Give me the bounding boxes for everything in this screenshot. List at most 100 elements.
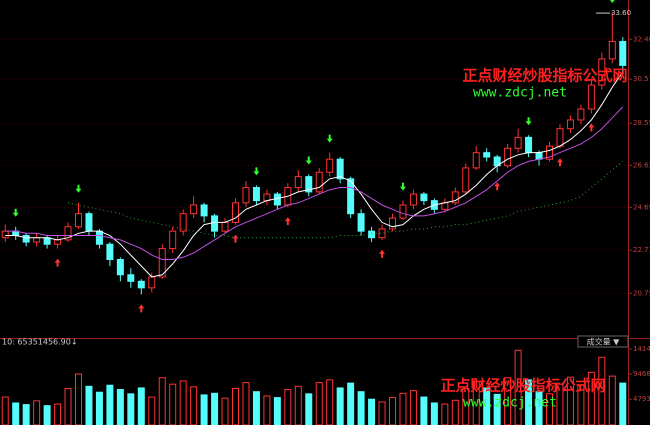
y-tick-label: 14144 — [633, 345, 650, 353]
candle-body — [158, 248, 166, 278]
candle-body — [451, 191, 459, 204]
volume-bar — [1, 396, 9, 425]
volume-bar — [535, 391, 543, 425]
volume-bar — [315, 382, 323, 425]
candle-body — [389, 217, 396, 230]
volume-bar — [43, 405, 51, 425]
volume-bar — [409, 390, 417, 425]
candle-body — [619, 40, 627, 66]
candle-body — [54, 239, 62, 245]
candle-body — [556, 128, 564, 147]
volume-bar — [556, 383, 564, 425]
volume-bar — [75, 373, 82, 425]
candle-body — [420, 193, 428, 202]
volume-bar — [158, 377, 166, 425]
volume-bar — [263, 395, 271, 425]
candle-body — [179, 213, 187, 232]
volume-bar — [221, 397, 229, 425]
candle-body — [263, 193, 271, 202]
volume-bar — [137, 387, 145, 425]
y-tick-label: 26.62 — [633, 161, 650, 169]
candle-body — [1, 230, 9, 239]
candle-body — [169, 230, 177, 250]
candle-body — [75, 213, 82, 228]
volume-bar — [64, 387, 72, 425]
y-tick-label: 4793 — [633, 395, 650, 403]
y-tick-label: 22.73 — [633, 246, 650, 254]
sell-signal — [305, 156, 312, 165]
y-tick-label: 24.69 — [633, 203, 650, 211]
buy-signal — [494, 182, 501, 191]
volume-bar — [525, 379, 533, 425]
buy-signal — [588, 123, 595, 132]
candle-body — [211, 215, 219, 232]
candle-body — [399, 204, 407, 219]
candle-body — [326, 158, 334, 173]
volume-bar — [493, 393, 501, 425]
volume-button[interactable] — [577, 335, 629, 348]
volume-bar — [232, 387, 239, 425]
volume-bar — [54, 403, 62, 425]
candle-body — [116, 258, 124, 276]
volume-bar — [169, 383, 177, 425]
volume-bar — [441, 403, 449, 425]
volume-bar — [12, 402, 20, 425]
volume-bar — [598, 356, 606, 425]
y-tick-label: 32.40 — [633, 35, 650, 43]
candle-body — [368, 230, 376, 239]
volume-bar — [252, 391, 260, 425]
y-tick-label: 28.55 — [633, 119, 650, 127]
volume-bar — [326, 379, 334, 425]
volume-bar — [336, 387, 344, 425]
volume-bar — [242, 382, 250, 425]
candle-body — [546, 145, 553, 160]
candle-body — [22, 235, 30, 243]
candle-body — [106, 243, 114, 260]
volume-bar — [273, 397, 281, 425]
candle-body — [137, 280, 145, 289]
watermark-url: www.zdcj.net — [463, 396, 557, 411]
buy-signal — [379, 249, 386, 258]
volume-bar — [378, 401, 386, 425]
candle-body — [378, 228, 386, 239]
y-tick-label: 20.75 — [633, 289, 650, 297]
volume-bar — [451, 399, 459, 425]
volume-bar — [399, 392, 407, 425]
volume-bar — [430, 402, 438, 425]
volume-bar — [211, 392, 219, 425]
candle-body — [221, 221, 229, 232]
candle-body — [441, 202, 449, 210]
volume-bar — [190, 386, 198, 425]
candle-body — [535, 152, 543, 160]
candle-body — [566, 119, 574, 130]
candle-body — [336, 158, 344, 180]
volume-bar — [106, 384, 114, 425]
candle-body — [127, 274, 135, 282]
volume-bar — [85, 385, 93, 425]
watermark-title: 正点财经炒股指标公式网 — [462, 67, 627, 85]
volume-bar — [294, 385, 302, 425]
volume-bar — [472, 380, 480, 425]
candle-body — [148, 276, 156, 289]
volume-bar — [116, 389, 124, 425]
volume-bar — [284, 389, 292, 425]
candle-body — [577, 108, 585, 121]
candle-body — [525, 136, 533, 154]
watermark-title: 正点财经炒股指标公式网 — [440, 377, 605, 395]
sell-signal — [75, 184, 82, 193]
volume-button-label[interactable]: 成交量 ▼ — [587, 337, 621, 347]
volume-bar — [357, 391, 365, 425]
volume-bar — [368, 398, 376, 425]
volume-bar — [389, 397, 396, 425]
volume-bar — [127, 393, 135, 425]
sell-signal — [12, 208, 19, 217]
y-tick-label: 30.57 — [633, 75, 650, 83]
candle-body — [347, 178, 355, 215]
volume-bar — [619, 382, 627, 425]
buy-signal — [556, 158, 563, 167]
volume-bar — [347, 382, 355, 425]
candle-body — [357, 213, 365, 232]
